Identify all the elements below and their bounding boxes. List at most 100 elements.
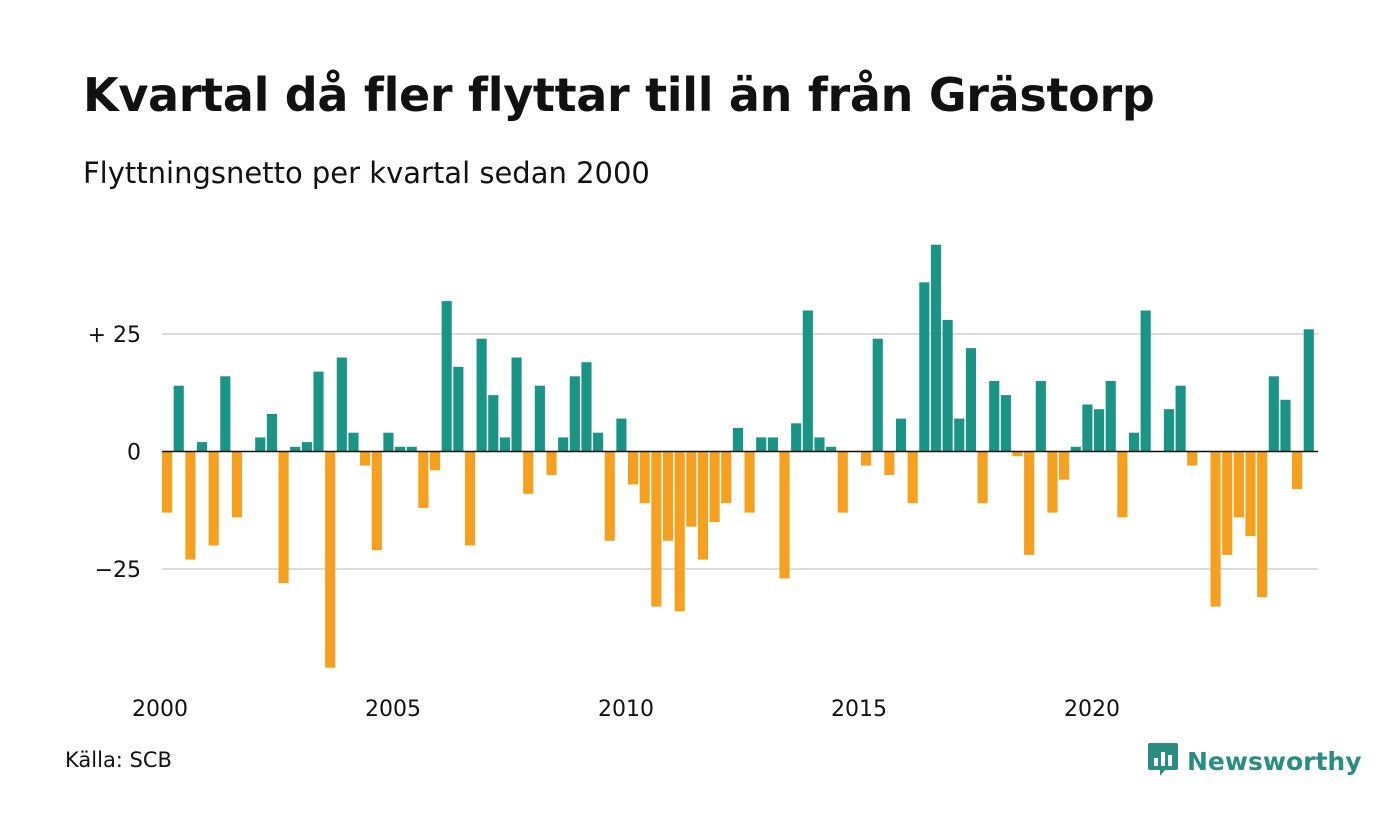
bar bbox=[488, 395, 499, 452]
bar bbox=[895, 418, 907, 452]
bar bbox=[942, 319, 953, 452]
bar bbox=[1268, 376, 1279, 452]
x-tick-label: 2015 bbox=[831, 697, 887, 722]
bar bbox=[569, 376, 580, 452]
bar bbox=[231, 451, 243, 518]
bar bbox=[1175, 385, 1186, 452]
bar bbox=[581, 362, 592, 452]
bar bbox=[1292, 451, 1303, 490]
bar bbox=[732, 428, 743, 452]
bar bbox=[1024, 451, 1035, 555]
bar bbox=[1233, 451, 1244, 518]
bar bbox=[814, 437, 825, 452]
bar bbox=[406, 446, 417, 452]
bar bbox=[301, 442, 312, 452]
bar bbox=[593, 432, 604, 452]
bar bbox=[173, 385, 184, 452]
bar bbox=[686, 451, 697, 527]
bar bbox=[336, 357, 347, 452]
bar bbox=[185, 451, 196, 560]
chart-subtitle: Flyttningsnetto per kvartal sedan 2000 bbox=[83, 156, 650, 190]
y-tick-label: −25 bbox=[95, 558, 141, 583]
bar bbox=[616, 418, 627, 452]
bar bbox=[1280, 399, 1291, 452]
bar bbox=[1012, 451, 1023, 457]
brand-logo[interactable]: Newsworthy bbox=[1147, 741, 1362, 781]
bar bbox=[1222, 451, 1233, 555]
bar bbox=[651, 451, 662, 607]
bar bbox=[511, 357, 522, 452]
x-tick-label: 2010 bbox=[598, 697, 654, 722]
bar bbox=[266, 413, 277, 452]
bar bbox=[278, 451, 289, 584]
bar bbox=[1245, 451, 1256, 537]
bar bbox=[674, 451, 685, 612]
x-tick-label: 2000 bbox=[132, 697, 188, 722]
bar bbox=[709, 451, 720, 522]
bar bbox=[977, 451, 988, 504]
bar bbox=[546, 451, 557, 475]
bar bbox=[290, 446, 301, 452]
bar bbox=[919, 282, 930, 452]
bar bbox=[802, 310, 813, 452]
bar bbox=[884, 451, 895, 475]
bar bbox=[523, 451, 534, 494]
bars bbox=[162, 244, 1314, 668]
x-tick-label: 2005 bbox=[365, 697, 421, 722]
bar bbox=[791, 423, 802, 452]
bar bbox=[429, 451, 441, 471]
source-label: Källa: SCB bbox=[65, 748, 172, 772]
bar bbox=[861, 451, 872, 466]
bar bbox=[1070, 446, 1081, 452]
bar bbox=[965, 348, 976, 452]
bar bbox=[1210, 451, 1221, 607]
y-tick-label: + 25 bbox=[88, 323, 141, 348]
bar bbox=[383, 432, 394, 452]
bar bbox=[395, 446, 406, 452]
bar bbox=[325, 451, 336, 668]
bar bbox=[744, 451, 755, 513]
bar bbox=[756, 437, 767, 452]
bar-chart-speech-bubble-icon bbox=[1147, 741, 1179, 781]
bar bbox=[767, 437, 778, 452]
bar bbox=[826, 446, 837, 452]
bar bbox=[1187, 451, 1198, 466]
bar bbox=[907, 451, 918, 504]
bar bbox=[837, 451, 848, 513]
bar bbox=[721, 451, 732, 504]
bar bbox=[558, 437, 569, 452]
bar bbox=[1140, 310, 1151, 452]
bar bbox=[220, 376, 231, 452]
bar bbox=[779, 451, 790, 579]
bar bbox=[476, 338, 487, 452]
bar bbox=[1094, 409, 1105, 452]
bar bbox=[639, 451, 650, 504]
bar bbox=[453, 366, 464, 452]
bar bbox=[162, 451, 173, 513]
bar bbox=[1047, 451, 1058, 513]
bar bbox=[1303, 329, 1314, 452]
bar bbox=[604, 451, 615, 541]
bar bbox=[441, 301, 452, 452]
brand-name: Newsworthy bbox=[1187, 746, 1362, 776]
bar bbox=[499, 437, 510, 452]
bar bbox=[360, 451, 371, 466]
y-tick-label: 0 bbox=[127, 441, 141, 466]
bar bbox=[1082, 404, 1093, 452]
bar bbox=[418, 451, 429, 508]
bar bbox=[1257, 451, 1268, 598]
bar bbox=[628, 451, 639, 485]
bar bbox=[872, 338, 883, 452]
bar bbox=[255, 437, 266, 452]
bar bbox=[371, 451, 382, 551]
bar bbox=[930, 244, 942, 452]
bar bbox=[954, 418, 965, 452]
bar bbox=[208, 451, 219, 546]
bar bbox=[348, 432, 359, 452]
grid-lines bbox=[162, 333, 1318, 570]
bar bbox=[662, 451, 674, 541]
bar bbox=[989, 381, 1000, 452]
bar bbox=[1105, 381, 1116, 452]
bar bbox=[534, 385, 545, 452]
chart-title: Kvartal då fler flyttar till än från Grä… bbox=[83, 68, 1155, 122]
